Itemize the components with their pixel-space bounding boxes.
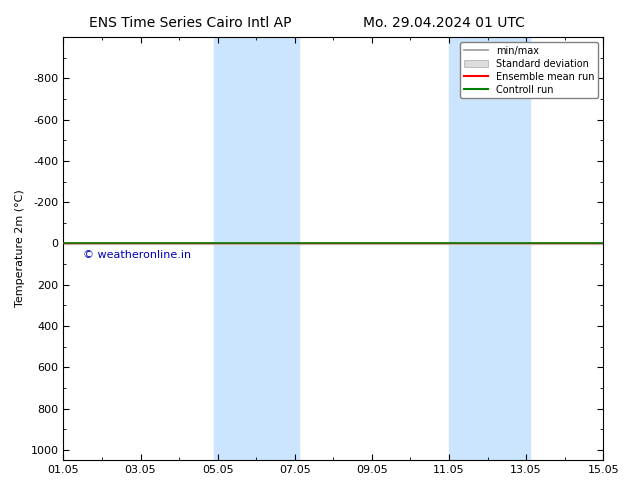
Legend: min/max, Standard deviation, Ensemble mean run, Controll run: min/max, Standard deviation, Ensemble me… [460,42,598,98]
Bar [449,37,530,460]
Text: © weatheronline.in: © weatheronline.in [82,249,191,260]
Text: Mo. 29.04.2024 01 UTC: Mo. 29.04.2024 01 UTC [363,16,525,30]
Bar [214,37,299,460]
Y-axis label: Temperature 2m (°C): Temperature 2m (°C) [15,190,25,307]
Text: ENS Time Series Cairo Intl AP: ENS Time Series Cairo Intl AP [89,16,292,30]
